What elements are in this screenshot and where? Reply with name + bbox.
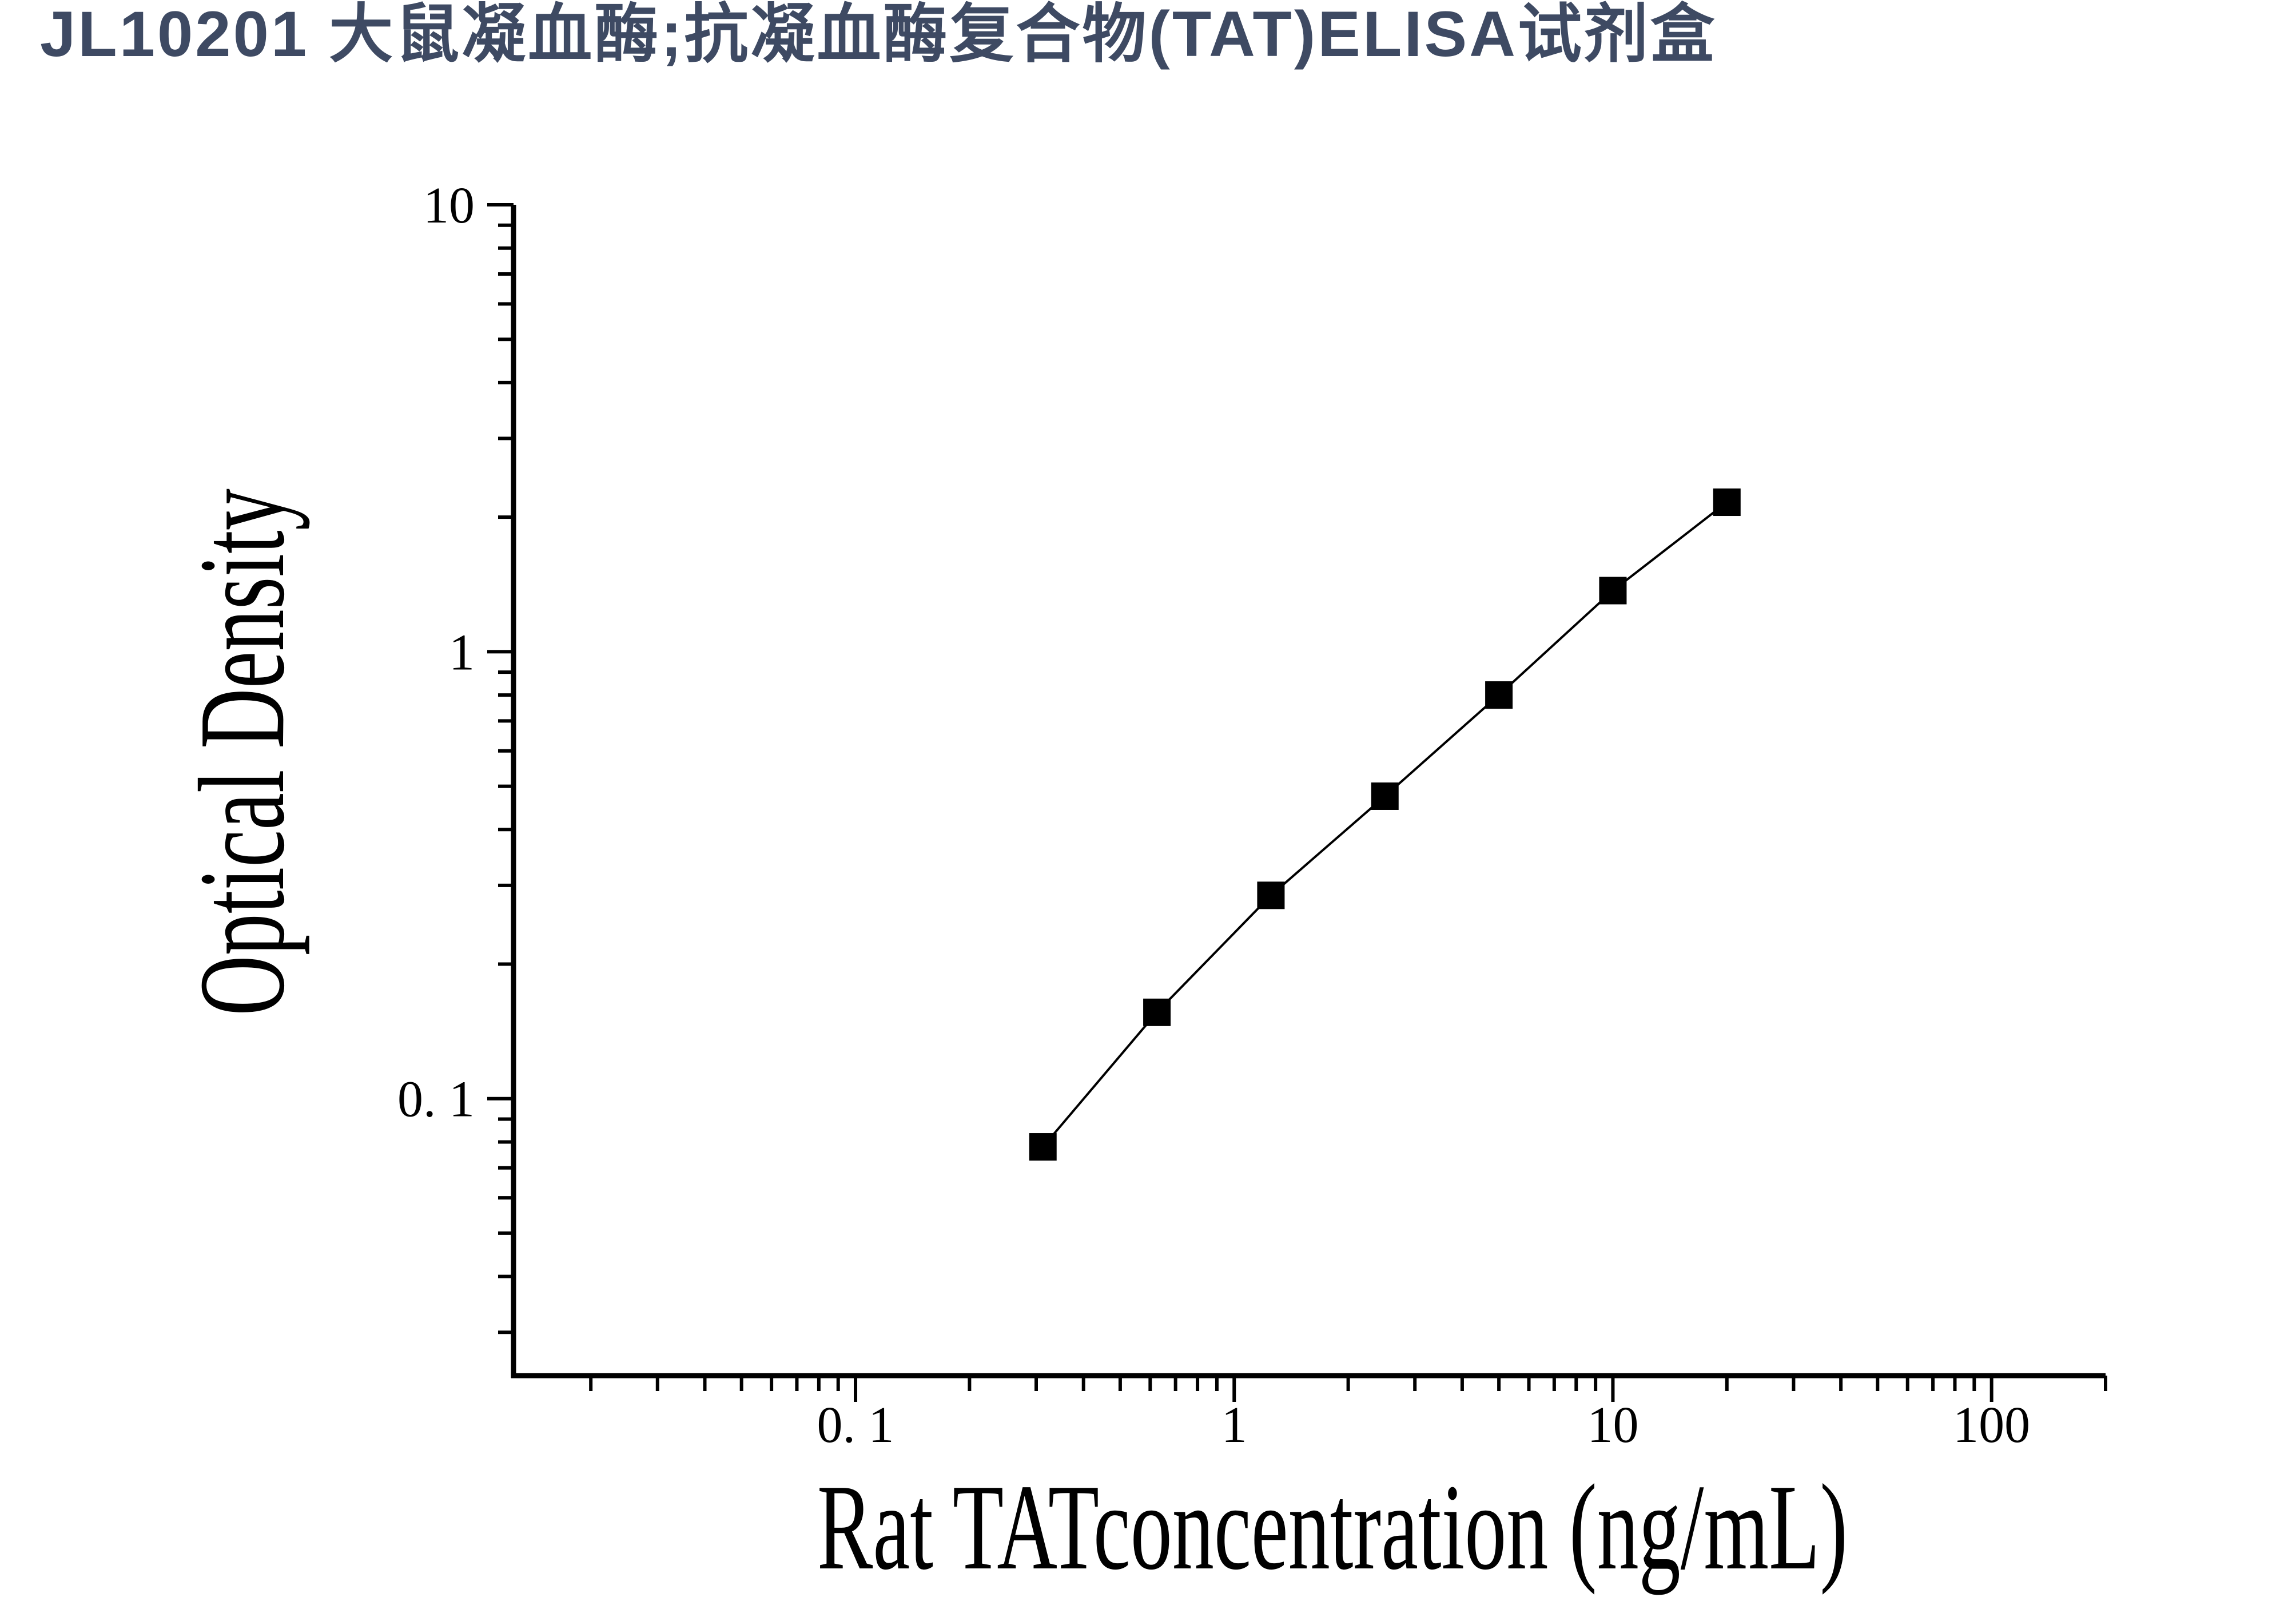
data-point-marker bbox=[1599, 577, 1627, 605]
x-axis-title: Rat TATconcentration (ng/mL) bbox=[817, 1459, 1848, 1595]
data-point-marker bbox=[1713, 488, 1741, 517]
x-tick-label: 10 bbox=[1587, 1397, 1638, 1453]
y-tick-label: 1 bbox=[449, 624, 475, 681]
data-point-marker bbox=[1029, 1133, 1057, 1161]
y-tick-label: 0. 1 bbox=[397, 1071, 475, 1128]
data-point-marker bbox=[1143, 998, 1171, 1026]
data-point-marker bbox=[1371, 782, 1399, 810]
y-tick-label: 10 bbox=[423, 177, 475, 234]
x-tick-label: 1 bbox=[1221, 1397, 1247, 1453]
data-point-marker bbox=[1257, 881, 1285, 909]
x-tick-label: 0. 1 bbox=[817, 1397, 894, 1453]
data-point-marker bbox=[1485, 681, 1513, 709]
page-title: JL10201 大鼠凝血酶;抗凝血酶复合物(TAT)ELISA试剂盒 bbox=[40, 0, 1717, 70]
x-tick-label: 100 bbox=[1953, 1397, 2030, 1453]
y-axis-title: Optical Density bbox=[173, 488, 310, 1016]
